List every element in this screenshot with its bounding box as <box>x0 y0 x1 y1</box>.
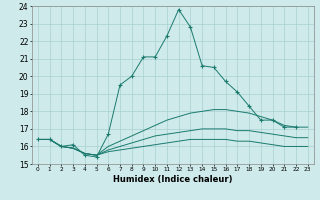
X-axis label: Humidex (Indice chaleur): Humidex (Indice chaleur) <box>113 175 233 184</box>
